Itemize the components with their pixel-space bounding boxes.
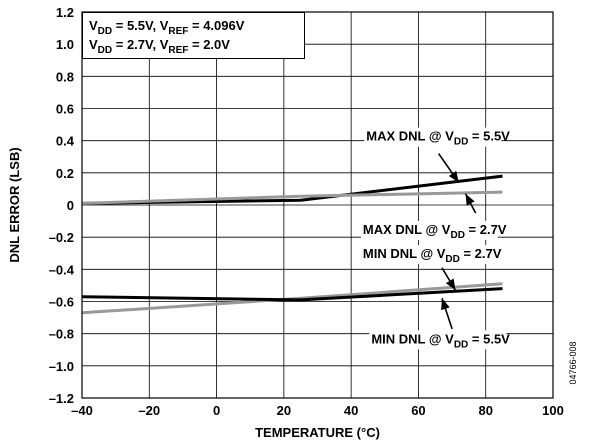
text-run: = 2.0V <box>188 37 230 52</box>
text-run: V <box>89 18 98 33</box>
annotation-min-55v: MIN DNL @ VDD = 5.5V <box>371 331 510 350</box>
y-tick-label: –1.2 <box>49 391 74 406</box>
y-tick-label: –0.6 <box>49 295 74 310</box>
plot-frame <box>81 11 554 399</box>
y-tick-label: 0.2 <box>56 166 74 181</box>
x-tick-label: –20 <box>138 403 160 418</box>
text-run: = 5.5V <box>468 129 510 144</box>
legend-box-bg <box>82 12 305 59</box>
text-run: = 2.7V, V <box>112 37 169 52</box>
text-run: = 4.096V <box>188 18 244 33</box>
text-run: MIN DNL @ V <box>363 246 446 261</box>
subscript: DD <box>454 137 468 148</box>
text-run: MAX DNL @ V <box>366 129 454 144</box>
y-tick-label: –1.0 <box>49 359 74 374</box>
y-tick-label: 0.6 <box>56 102 74 117</box>
text-run: MIN DNL @ V <box>371 331 454 346</box>
annotation-arrow-head <box>441 298 450 311</box>
y-tick-label: 1.2 <box>56 5 74 20</box>
text-run: = 2.7V <box>465 222 507 237</box>
x-axis-title: TEMPERATURE (°C) <box>255 425 380 440</box>
x-tick-label: 0 <box>213 403 220 418</box>
y-tick-label: –0.2 <box>49 230 74 245</box>
y-tick-label: –0.4 <box>49 262 75 277</box>
text-run: MAX DNL @ V <box>363 222 451 237</box>
y-tick-label: 0.4 <box>56 134 75 149</box>
series-line-1 <box>81 174 503 205</box>
figure-id: 04766-008 <box>568 341 578 384</box>
x-tick-label: 80 <box>478 403 492 418</box>
subscript: DD <box>98 26 112 37</box>
annotation-arrow-head <box>445 278 456 291</box>
annotation-max-5v: MAX DNL @ VDD = 5.5V <box>366 129 510 148</box>
subscript: DD <box>454 339 468 350</box>
x-tick-label: –40 <box>71 403 93 418</box>
x-tick-label: 100 <box>542 403 564 418</box>
y-tick-label: –0.8 <box>49 327 74 342</box>
series-line-2 <box>81 190 503 205</box>
annotation-bg <box>360 220 498 240</box>
x-tick-label: 60 <box>411 403 425 418</box>
subscript: REF <box>168 45 188 56</box>
y-tick-label: 1.0 <box>56 37 74 52</box>
x-tick-label: 20 <box>277 403 291 418</box>
series-line-4 <box>81 287 503 302</box>
annotation-arrow-head <box>448 170 459 183</box>
text-run: = 5.5V <box>468 331 510 346</box>
annotation-bg <box>364 127 502 147</box>
annotation-arrow-head <box>465 193 475 206</box>
text-run: V <box>89 37 98 52</box>
y-axis-title: DNL ERROR (LSB) <box>7 147 22 262</box>
series-layer <box>81 174 503 315</box>
subscript: DD <box>98 45 112 56</box>
text-run: = 2.7V <box>460 246 502 261</box>
annotation-max-27v: MAX DNL @ VDD = 2.7V <box>363 222 507 241</box>
legend-line-2: VDD = 2.7V, VREF = 2.0V <box>89 37 230 56</box>
annotation-min-27v: MIN DNL @ VDD = 2.7V <box>363 246 502 265</box>
y-axis-ticks: –1.2 –1.0 –0.8 –0.6 –0.4 –0.2 0 0.2 0.4 0.6 0.8 1.0… <box>49 5 75 406</box>
y-tick-label: 0.8 <box>56 69 74 84</box>
legend-line-1: VDD = 5.5V, VREF = 4.096V <box>89 18 245 37</box>
text-run: = 5.5V, V <box>112 18 169 33</box>
subscript: REF <box>168 26 188 37</box>
annotation-bg <box>369 330 507 350</box>
x-tick-label: 40 <box>344 403 358 418</box>
series-line-3 <box>81 282 503 315</box>
x-axis-ticks: –40 –20 0 20 40 60 80 100 <box>71 403 564 418</box>
annotation-bg <box>360 245 498 265</box>
y-tick-label: 0 <box>67 198 74 213</box>
subscript: DD <box>450 230 464 241</box>
subscript: DD <box>445 254 459 265</box>
